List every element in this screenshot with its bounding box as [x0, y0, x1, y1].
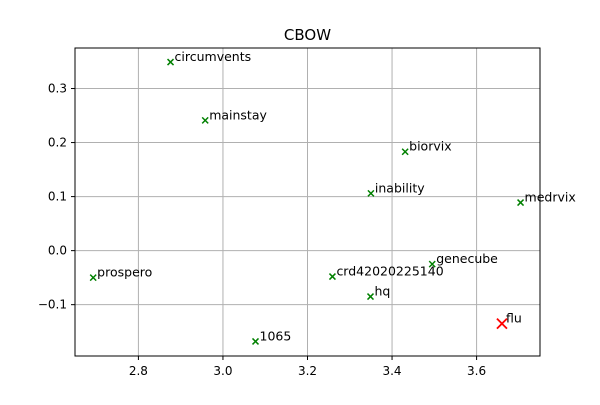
point-label: circumvents	[175, 49, 252, 64]
point-label: crd42020225140	[336, 264, 443, 279]
y-tick-label: 0.0	[48, 244, 67, 258]
x-tick-label: 3.4	[382, 364, 401, 378]
y-tick-label: −0.1	[38, 298, 67, 312]
point-label: flu	[506, 311, 522, 326]
point-label: medrvix	[525, 190, 576, 205]
x-tick-label: 3.0	[213, 364, 232, 378]
point-marker	[401, 148, 409, 156]
point-marker	[167, 58, 175, 66]
ticks-layer: 2.8 3.0 3.2 3.4 3.6 −0.1 0.0 0.1 0.2 0.3	[38, 82, 486, 378]
chart-title: CBOW	[284, 26, 331, 44]
point-marker	[367, 189, 375, 197]
point-label: 1065	[260, 328, 292, 343]
point-label: genecube	[436, 251, 498, 266]
point-marker	[517, 199, 525, 207]
point-marker	[201, 116, 209, 124]
point-marker	[366, 293, 375, 301]
point-label: biorvix	[409, 139, 451, 154]
point-label: hq	[374, 284, 390, 299]
points-layer: circumvents mainstay biorvix inability medrv…	[89, 49, 576, 345]
point-label: mainstay	[209, 107, 267, 122]
point-label: inability	[375, 180, 425, 195]
grid-layer	[75, 48, 540, 356]
point-marker	[251, 337, 260, 345]
y-tick-label: 0.2	[48, 136, 67, 150]
x-tick-label: 2.8	[129, 364, 148, 378]
point-label: prospero	[97, 265, 152, 280]
y-tick-label: 0.3	[48, 82, 67, 96]
point-marker	[328, 273, 336, 281]
x-tick-label: 3.6	[467, 364, 486, 378]
x-tick-label: 3.2	[298, 364, 317, 378]
y-tick-label: 0.1	[48, 190, 67, 204]
point-marker	[89, 274, 97, 282]
point-marker	[428, 260, 436, 268]
highlighted-point-marker	[496, 317, 508, 330]
axes-frame	[74, 47, 541, 357]
